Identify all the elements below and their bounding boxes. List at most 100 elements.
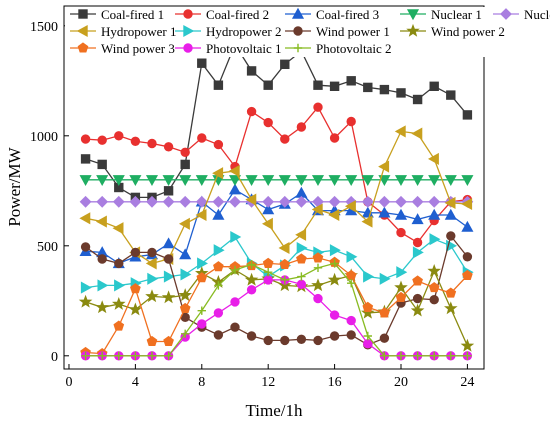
legend-label: Nuclear 2: [524, 7, 550, 22]
data-point: [213, 80, 224, 90]
legend-item: Coal-fired 3: [285, 7, 379, 22]
data-point: [363, 270, 375, 283]
x-tick-label: 8: [198, 375, 205, 390]
data-point: [429, 81, 439, 91]
data-point: [411, 127, 423, 140]
data-point: [245, 175, 258, 187]
data-point: [461, 197, 473, 211]
data-point: [246, 106, 257, 117]
data-point: [312, 252, 324, 263]
data-point: [129, 175, 142, 187]
data-point: [428, 281, 440, 293]
legend-label: Wind power 3: [101, 41, 175, 56]
y-axis-label: Power/MW: [5, 146, 24, 226]
data-point: [280, 275, 289, 285]
data-point: [396, 266, 408, 279]
data-point: [378, 160, 390, 173]
legend-marker: [77, 42, 89, 53]
data-point: [394, 175, 408, 187]
data-point: [412, 293, 423, 304]
data-point: [212, 195, 225, 208]
data-point: [112, 175, 125, 187]
series-coal-fired-2: [80, 102, 473, 248]
legend-label: Coal-fired 3: [316, 7, 379, 22]
data-point: [411, 175, 424, 187]
data-point: [394, 125, 406, 138]
data-point: [344, 200, 356, 213]
data-point: [161, 290, 176, 304]
data-point: [279, 258, 291, 270]
data-point: [444, 175, 457, 187]
series-line: [85, 43, 468, 199]
data-point: [96, 195, 109, 208]
data-point: [180, 159, 190, 170]
data-point: [296, 334, 307, 344]
plot-frame: [63, 5, 485, 370]
x-axis: 0 4 8 12 16 20 24: [65, 364, 474, 390]
data-point: [263, 117, 273, 128]
data-point: [228, 164, 240, 178]
data-point: [379, 307, 390, 318]
x-tick-label: 20: [394, 375, 408, 390]
y-axis: 0 500 1000 1500: [30, 20, 69, 365]
data-point: [329, 81, 340, 91]
series-line: [85, 234, 468, 346]
data-point: [80, 154, 91, 164]
data-point: [444, 301, 458, 315]
data-point: [114, 258, 124, 269]
data-point: [80, 281, 92, 294]
data-point: [245, 193, 257, 206]
legend-item: Wind power 2: [400, 23, 505, 39]
data-point: [212, 167, 224, 180]
data-point: [179, 195, 192, 208]
data-point: [79, 212, 91, 225]
legend: Coal-fired 1 Coal-fired 2 Coal-fired 3 Nucl…: [65, 7, 550, 57]
data-point: [346, 315, 356, 326]
data-point: [263, 268, 273, 277]
data-point: [379, 84, 390, 95]
data-point: [280, 59, 290, 69]
data-point: [363, 82, 373, 93]
data-point: [445, 287, 457, 298]
data-point: [81, 351, 90, 360]
data-point: [328, 208, 340, 222]
data-point: [80, 242, 91, 252]
data-point: [212, 208, 225, 220]
data-point: [428, 208, 441, 220]
data-point: [112, 195, 125, 208]
data-point: [278, 195, 291, 208]
data-point: [278, 175, 291, 187]
data-point: [379, 333, 390, 343]
data-point: [97, 279, 109, 292]
data-point: [329, 331, 340, 341]
data-point: [296, 122, 307, 132]
data-point: [444, 196, 456, 209]
data-point: [195, 175, 208, 187]
x-tick-label: 12: [261, 375, 275, 390]
data-point: [328, 175, 341, 187]
data-point: [378, 195, 391, 208]
data-point: [329, 133, 340, 143]
data-point: [460, 338, 475, 352]
legend-label: Coal-fired 2: [206, 7, 269, 22]
data-point: [313, 263, 323, 272]
data-point: [361, 215, 373, 228]
data-point: [197, 58, 207, 68]
data-point: [280, 134, 290, 144]
legend-marker: [293, 26, 303, 36]
data-point: [328, 195, 341, 208]
legend-marker: [500, 8, 512, 20]
data-point: [463, 351, 472, 360]
data-point: [196, 272, 208, 283]
data-point: [330, 259, 339, 268]
data-point: [362, 301, 374, 312]
data-point: [411, 195, 424, 208]
data-point: [429, 351, 439, 360]
data-point: [412, 275, 423, 286]
data-point: [78, 294, 93, 308]
legend-item: Photovoltaic 2: [285, 41, 391, 56]
data-point: [412, 94, 423, 105]
legend-label: Hydropower 1: [101, 24, 176, 39]
data-point: [213, 139, 224, 150]
